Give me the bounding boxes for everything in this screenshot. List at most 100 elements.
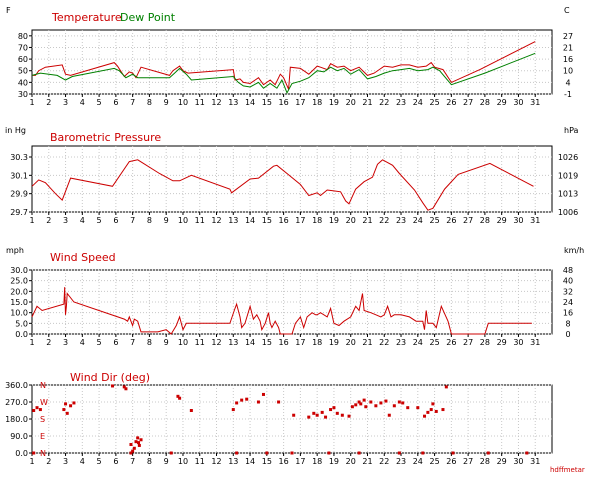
wind-direction-x-tick-label: 22: [379, 457, 389, 466]
wind-direction-x-tick-label: 18: [312, 457, 322, 466]
wind-direction-point: [137, 441, 141, 445]
pressure-y-left-unit: in Hg: [5, 126, 26, 135]
wind-speed-y-right-tick: 16: [563, 309, 573, 318]
wind-direction-point: [139, 438, 143, 442]
temperature-x-tick-label: 10: [178, 98, 188, 107]
wind-direction-x-tick-label: 14: [245, 457, 255, 466]
wind-speed-x-tick-label: 3: [63, 338, 68, 347]
wind-direction-point: [176, 394, 180, 398]
wind-speed-x-tick-label: 31: [530, 338, 540, 347]
wind-speed-x-tick-label: 19: [329, 338, 339, 347]
wind-speed-x-tick-label: 18: [312, 338, 322, 347]
pressure-x-tick-label: 10: [178, 216, 188, 225]
pressure-x-tick-label: 30: [513, 216, 523, 225]
wind-speed-y-right-tick: 32: [563, 287, 573, 296]
temperature-y-right-tick: 16: [563, 55, 573, 64]
temperature-y-left-tick: 50: [18, 67, 28, 76]
wind-speed-x-tick-label: 8: [147, 338, 152, 347]
pressure-x-tick-label: 29: [497, 216, 507, 225]
temperature-x-tick-label: 20: [346, 98, 356, 107]
wind-direction-point: [444, 385, 448, 389]
wind-direction-point: [332, 406, 336, 410]
wind-speed-legend-label: Wind Speed: [50, 251, 116, 264]
wind-direction-point: [392, 404, 396, 408]
temperature-y-left-tick: 60: [18, 55, 28, 64]
pressure-plot-area: [31, 145, 553, 213]
pressure-y-right-tick: 1019: [558, 171, 578, 180]
wind-direction-point: [426, 410, 430, 414]
wind-direction-x-tick-label: 28: [480, 457, 490, 466]
wind-speed-x-tick-label: 29: [497, 338, 507, 347]
wind-direction-point: [324, 415, 328, 419]
wind-direction-x-tick-label: 7: [130, 457, 135, 466]
wind-direction-point: [397, 400, 401, 404]
temperature-x-tick-label: 1: [29, 98, 34, 107]
wind-direction-x-tick-label: 15: [262, 457, 272, 466]
wind-speed-x-tick-label: 27: [463, 338, 473, 347]
wind-speed-x-tick-label: 12: [211, 338, 221, 347]
wind-speed-x-tick-label: 11: [195, 338, 205, 347]
wind-speed-x-tick-label: 26: [446, 338, 456, 347]
wind-direction-point: [451, 451, 455, 455]
pressure-legend-label: Barometric Pressure: [50, 131, 161, 144]
wind-direction-point: [231, 408, 235, 412]
pressure-y-left-tick: 29.7: [10, 208, 28, 217]
wind-speed-y-right-tick: 0: [565, 330, 570, 339]
wind-speed-x-tick-label: 14: [245, 338, 255, 347]
pressure-x-tick-label: 3: [63, 216, 68, 225]
wind-speed-x-tick-label: 2: [46, 338, 51, 347]
wind-direction-point: [340, 413, 344, 417]
pressure-x-tick-label: 24: [413, 216, 423, 225]
temperature-x-tick-label: 29: [497, 98, 507, 107]
temperature-y-right-tick: 4: [565, 78, 570, 87]
wind-direction-point: [292, 413, 296, 417]
temperature-x-tick-label: 14: [245, 98, 255, 107]
wind-direction-point: [374, 404, 378, 408]
pressure-x-tick-label: 21: [362, 216, 372, 225]
compass-direction-label: N: [40, 449, 46, 458]
pressure-x-tick-label: 8: [147, 216, 152, 225]
temperature-y-left-tick: 30: [18, 90, 28, 99]
pressure-series-line-1: [31, 159, 534, 211]
temperature-x-tick-label: 27: [463, 98, 473, 107]
pressure-x-tick-label: 22: [379, 216, 389, 225]
wind-speed-y-left-tick: 20.0: [10, 287, 28, 296]
pressure-x-tick-label: 6: [113, 216, 118, 225]
pressure-x-tick-label: 18: [312, 216, 322, 225]
temperature-y-right-unit: C: [564, 6, 570, 15]
wind-direction-point: [379, 401, 383, 405]
wind-direction-x-tick-label: 5: [97, 457, 102, 466]
compass-direction-label: W: [40, 398, 48, 407]
wind-speed-x-tick-label: 30: [513, 338, 523, 347]
wind-direction-point: [136, 436, 140, 440]
wind-direction-x-tick-label: 21: [362, 457, 372, 466]
wind-speed-y-right-tick: 24: [563, 298, 573, 307]
wind-direction-x-tick-label: 1: [29, 457, 34, 466]
wind-speed-x-tick-label: 13: [228, 338, 238, 347]
wind-speed-x-tick-label: 1: [29, 338, 34, 347]
wind-direction-x-tick-label: 23: [396, 457, 406, 466]
wind-direction-point: [277, 400, 281, 404]
wind-direction-x-tick-label: 2: [46, 457, 51, 466]
wind-speed-x-tick-label: 22: [379, 338, 389, 347]
wind-direction-y-left-tick: 90.0: [10, 432, 28, 441]
wind-speed-x-tick-label: 21: [362, 338, 372, 347]
wind-direction-x-tick-label: 19: [329, 457, 339, 466]
credit-label: hdffmetar: [550, 466, 585, 474]
wind-direction-x-tick-label: 4: [80, 457, 85, 466]
temperature-x-tick-label: 3: [63, 98, 68, 107]
wind-speed-x-tick-label: 28: [480, 338, 490, 347]
wind-direction-point: [131, 449, 135, 453]
wind-direction-x-tick-label: 24: [413, 457, 423, 466]
temperature-x-tick-label: 31: [530, 98, 540, 107]
wind-speed-y-left-tick: 5.0: [15, 319, 28, 328]
wind-direction-point: [423, 414, 427, 418]
wind-direction-point: [421, 451, 425, 455]
wind-direction-point: [64, 402, 68, 406]
temperature-y-left-tick: 70: [18, 43, 28, 52]
pressure-x-tick-label: 14: [245, 216, 255, 225]
temperature-x-tick-label: 13: [228, 98, 238, 107]
pressure-x-tick-label: 28: [480, 216, 490, 225]
wind-direction-point: [327, 451, 331, 455]
wind-direction-point: [265, 451, 269, 455]
